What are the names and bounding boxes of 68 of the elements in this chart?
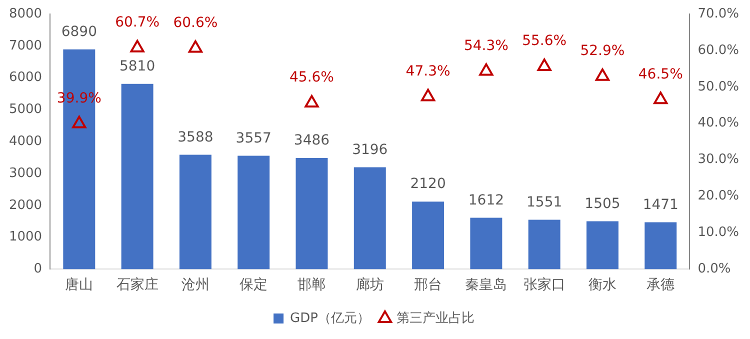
y2-tick-label: 60.0% (698, 42, 740, 58)
y2-tick-label: 10.0% (698, 225, 740, 240)
y-tick-label: 1000 (8, 230, 42, 245)
point (72, 116, 86, 128)
bar (238, 156, 270, 270)
data-label: 2120 (410, 176, 446, 192)
data-label: 45.6% (290, 70, 334, 86)
y-tick-label: 3000 (8, 166, 42, 181)
data-label: 46.5% (638, 66, 683, 82)
y-tick-label: 0 (34, 262, 42, 277)
bar (412, 202, 444, 270)
data-label: 3588 (178, 129, 214, 146)
data-label: 3557 (236, 130, 272, 146)
y2-tick-label: 70.0% (698, 6, 740, 22)
bar (644, 222, 677, 270)
y2-tick-label: 40.0% (698, 116, 740, 131)
x-tick-label: 邢台 (414, 277, 442, 294)
point (479, 63, 494, 76)
y-tick-label: 4000 (8, 134, 42, 149)
y-tick-label: 6000 (8, 70, 42, 86)
bar (470, 218, 502, 270)
x-tick-label: 张家口 (523, 277, 566, 294)
point (420, 88, 436, 102)
data-label: 55.6% (522, 33, 567, 50)
bar (528, 220, 560, 270)
x-tick-label: 衡水 (588, 277, 616, 294)
point (654, 92, 668, 104)
x-tick-label: 廊坊 (356, 277, 384, 294)
bar (586, 221, 618, 270)
point (595, 68, 610, 81)
point (130, 40, 144, 52)
y-tick-label: 5000 (8, 102, 42, 118)
bar (296, 158, 328, 270)
x-tick-label: 石家庄 (116, 277, 158, 294)
x-tick-label: 沧州 (181, 277, 210, 294)
data-label: 52.9% (580, 42, 625, 59)
legend-label: 第三产业占比 (396, 310, 474, 326)
data-label: 60.7% (115, 14, 160, 31)
y-tick-label: 8000 (8, 6, 42, 22)
data-label: 3196 (352, 142, 388, 158)
point (537, 58, 552, 71)
data-label: 54.3% (464, 38, 508, 54)
y2-tick-label: 0.0% (698, 262, 731, 277)
y2-tick-label: 30.0% (698, 152, 740, 168)
x-tick-label: 邯郸 (298, 277, 326, 294)
bar (354, 167, 386, 270)
x-tick-label: 唐山 (65, 277, 94, 294)
data-label: 1612 (468, 192, 504, 208)
data-label: 60.6% (173, 14, 218, 31)
data-label: 3486 (294, 132, 330, 149)
point (304, 94, 319, 108)
x-tick-label: 承德 (646, 277, 675, 294)
data-label: 1505 (584, 196, 620, 212)
point (188, 40, 203, 53)
legend-label: GDP（亿元） (290, 310, 370, 326)
data-label: 5810 (119, 58, 156, 74)
bar (179, 154, 212, 270)
y2-tick-label: 20.0% (698, 188, 740, 204)
data-label: 47.3% (406, 63, 450, 80)
x-tick-label: 秦皇岛 (465, 277, 508, 294)
y2-tick-label: 50.0% (698, 79, 740, 94)
y-tick-label: 7000 (8, 38, 42, 54)
y-tick-label: 2000 (8, 198, 42, 213)
data-label: 1551 (526, 194, 562, 210)
x-tick-label: 保定 (240, 277, 268, 294)
bar (121, 84, 154, 270)
data-label: 6890 (61, 24, 97, 40)
data-label: 1471 (642, 196, 678, 213)
